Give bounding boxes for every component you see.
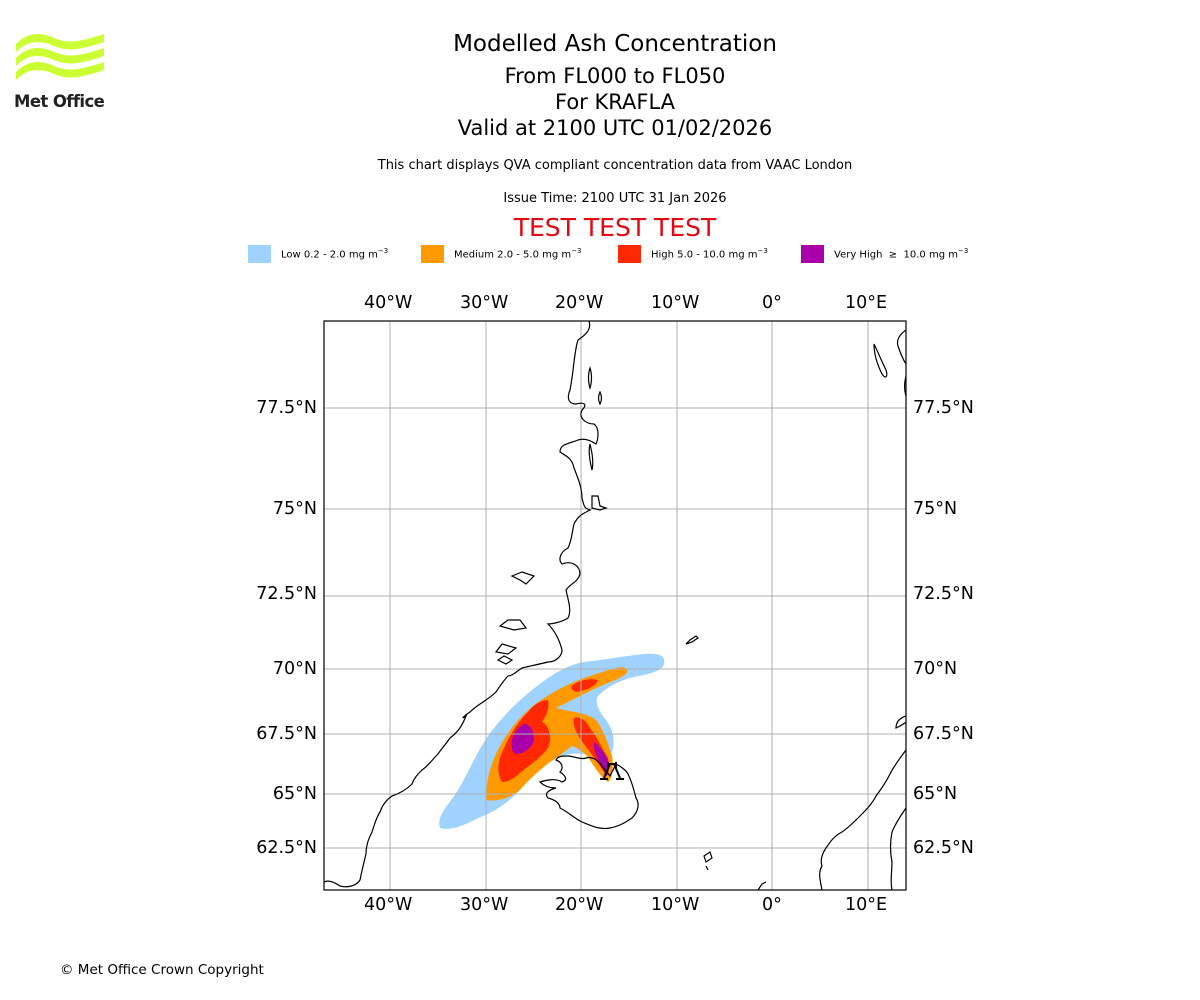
lon-label: 40°W [364, 895, 413, 915]
legend-label-high: High 5.0 - 10.0 mg m−3 [651, 246, 768, 261]
lat-label: 62.5°N [913, 838, 974, 858]
lat-label: 77.5°N [256, 398, 317, 418]
test-banner: TEST TEST TEST [513, 213, 717, 242]
volcano-name: For KRAFLA [555, 90, 675, 114]
coastline-iceland [538, 755, 639, 830]
met-office-logo: Met Office [14, 30, 106, 112]
lat-label: 70°N [913, 659, 958, 679]
met-office-wave-logo-icon [16, 34, 104, 80]
lat-label: 75°N [272, 499, 317, 519]
gridlines [324, 321, 906, 890]
lat-label: 67.5°N [256, 724, 317, 744]
lon-label: 0° [762, 895, 782, 915]
legend-label-low: Low 0.2 - 2.0 mg m−3 [281, 246, 389, 261]
chart-title: Modelled Ash Concentration [453, 31, 777, 57]
flight-level-range: From FL000 to FL050 [504, 64, 726, 88]
lat-label: 72.5°N [913, 584, 974, 604]
lon-label: 10°W [651, 293, 700, 313]
lon-label: 0° [762, 293, 782, 313]
lon-label: 30°W [460, 895, 509, 915]
legend-swatch-medium [421, 244, 444, 263]
map-frame [323, 320, 907, 891]
issue-time: Issue Time: 2100 UTC 31 Jan 2026 [503, 191, 727, 206]
coastline-faroes [703, 851, 713, 871]
lat-label: 75°N [913, 499, 958, 519]
legend-swatch-very-high [801, 244, 824, 263]
lon-label: 30°W [460, 293, 509, 313]
ash-layer-very-high [511, 724, 609, 776]
legend-item-very-high: Very High ≥ 10.0 mg m−3 [801, 244, 968, 263]
coastline-jan-mayen [685, 635, 699, 645]
volcano-icon [600, 762, 624, 780]
legend-item-medium: Medium 2.0 - 5.0 mg m−3 [421, 244, 581, 263]
lat-label: 72.5°N [256, 584, 317, 604]
legend-item-high: High 5.0 - 10.0 mg m−3 [618, 244, 768, 263]
copyright-notice: © Met Office Crown Copyright [60, 962, 264, 978]
valid-time: Valid at 2100 UTC 01/02/2026 [457, 116, 773, 140]
coastline-norway [819, 749, 906, 890]
lon-label: 10°E [845, 293, 888, 313]
logo-text: Met Office [14, 92, 105, 111]
lon-label: 20°W [555, 895, 604, 915]
chart-description: This chart displays QVA compliant concen… [377, 158, 853, 173]
lat-label: 65°N [272, 784, 317, 804]
coastlines [324, 321, 906, 890]
lon-label: 10°E [845, 895, 888, 915]
lon-label: 20°W [555, 293, 604, 313]
lat-label: 65°N [913, 784, 958, 804]
coastline-svalbard [896, 329, 906, 365]
coastline-greenland [324, 321, 599, 888]
legend-swatch-high [618, 244, 641, 263]
lat-label: 67.5°N [913, 724, 974, 744]
legend-label-very-high: Very High ≥ 10.0 mg m−3 [834, 246, 969, 261]
lon-label: 10°W [651, 895, 700, 915]
lat-label: 62.5°N [256, 838, 317, 858]
legend-swatch-low [248, 244, 271, 263]
lat-label: 70°N [272, 659, 317, 679]
lat-label: 77.5°N [913, 398, 974, 418]
legend-label-medium: Medium 2.0 - 5.0 mg m−3 [454, 246, 582, 261]
lon-label: 40°W [364, 293, 413, 313]
legend-item-low: Low 0.2 - 2.0 mg m−3 [248, 244, 388, 263]
